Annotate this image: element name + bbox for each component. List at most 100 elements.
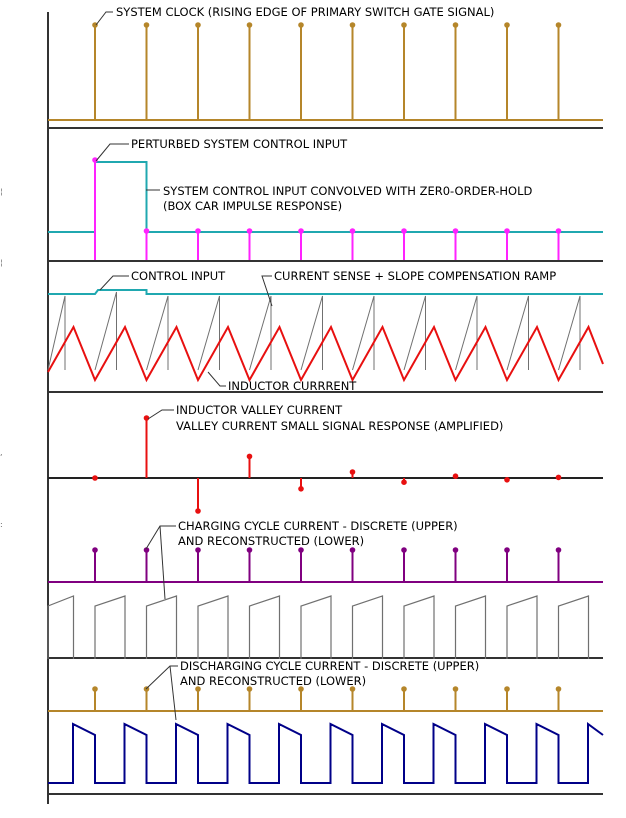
clock-dot-8 (504, 22, 510, 28)
left-tick-2: ¦ (0, 258, 3, 267)
discharging-dot-3 (246, 686, 253, 692)
control-input-trace-line (48, 289, 603, 295)
discharging-recon-pulse (48, 722, 604, 784)
leader-discharging (145, 665, 178, 690)
leader-charging-2 (159, 525, 166, 600)
impulse-dot-9 (555, 228, 562, 234)
ramp-tooth-0 (47, 295, 66, 371)
ramp-tooth-8 (455, 295, 478, 371)
charging-recon-2 (145, 595, 178, 659)
ramp-tooth-9 (506, 295, 529, 371)
charging-dot-9 (555, 547, 562, 553)
valley-dot-1 (143, 415, 150, 421)
charging-dot-7 (452, 547, 459, 553)
clock-dot-6 (401, 22, 407, 28)
discharging-dot-7 (452, 686, 459, 692)
impulse-trace (92, 157, 562, 260)
valley-dot-6 (401, 479, 407, 486)
leader-valley (147, 409, 174, 420)
charging-recon-1 (94, 595, 126, 659)
ramp-tooth-7 (403, 295, 426, 371)
charging-dot-5 (349, 547, 356, 553)
charging-recon-3 (197, 595, 229, 659)
ramp-tooth-3 (197, 295, 220, 371)
valley-response-trace (48, 415, 603, 514)
discharging-dot-2 (195, 686, 201, 692)
impulse-dot-3 (246, 228, 253, 234)
charging-current-trace (47, 547, 603, 659)
charging-dot-3 (246, 547, 253, 553)
ramp-tooth-10 (558, 295, 581, 371)
current-sense-ramp-trace (47, 291, 581, 371)
charging-recon-4 (248, 595, 281, 659)
valley-dot-7 (452, 473, 459, 480)
valley-dot-4 (298, 486, 304, 492)
ramp-tooth-1 (94, 291, 117, 371)
clock-trace (48, 22, 603, 121)
discharging-dot-6 (401, 686, 407, 692)
leader-perturbed (95, 143, 129, 162)
impulse-dot-7 (452, 228, 459, 234)
charging-recon-0 (47, 595, 75, 659)
charging-recon-7 (403, 595, 435, 659)
charging-recon-5 (300, 595, 332, 659)
clock-dot-3 (246, 22, 253, 28)
label-control-input: CONTROL INPUT (131, 269, 226, 283)
charging-dot-2 (195, 547, 201, 553)
leader-inductor (207, 371, 226, 387)
label-clock: SYSTEM CLOCK (RISING EDGE OF PRIMARY SWI… (116, 5, 494, 19)
left-tick-4: : (0, 520, 3, 529)
zoh-box-trace (48, 161, 603, 233)
ramp-tooth-2 (146, 295, 169, 371)
ramp-tooth-5 (300, 295, 323, 371)
leader-clock (95, 11, 113, 26)
inductor-triangle (47, 324, 604, 383)
valley-dot-3 (246, 453, 253, 460)
impulse-dot-1 (143, 228, 150, 234)
clock-dot-5 (349, 22, 356, 28)
inductor-current-trace (47, 324, 604, 383)
leader-control (99, 275, 129, 291)
label-valley-1: INDUCTOR VALLEY CURRENT (176, 403, 343, 417)
discharging-dot-8 (504, 686, 510, 692)
impulse-dot-6 (401, 228, 407, 234)
discharging-dot-5 (349, 686, 356, 692)
left-tick-3: , (0, 448, 3, 457)
charging-recon-8 (454, 595, 487, 659)
control-input-trace (48, 161, 603, 295)
leader-discharging-2 (169, 665, 177, 721)
charging-recon-9 (506, 595, 538, 659)
valley-dot-9 (555, 474, 562, 481)
label-current-sense: CURRENT SENSE + SLOPE COMPENSATION RAMP (274, 269, 556, 283)
label-charging-1: CHARGING CYCLE CURRENT - DISCRETE (UPPER… (178, 519, 458, 533)
charging-dot-4 (298, 547, 304, 553)
charging-recon-10 (557, 595, 590, 659)
valley-dot-8 (504, 477, 510, 483)
impulse-dot-0 (92, 157, 98, 163)
discharging-dot-0 (92, 686, 98, 692)
charging-dot-0 (92, 547, 98, 553)
label-charging-2: AND RECONSTRUCTED (LOWER) (178, 534, 364, 548)
leader-lines (95, 11, 273, 721)
valley-dot-0 (92, 475, 98, 481)
impulse-dot-4 (298, 228, 304, 234)
discharging-current-trace (48, 686, 604, 784)
discharging-dot-9 (555, 686, 562, 692)
left-tick-1: ¦ (0, 187, 3, 196)
impulse-dot-5 (349, 228, 356, 234)
clock-dot-0 (92, 22, 98, 28)
clock-dot-9 (555, 22, 562, 28)
charging-dot-8 (504, 547, 510, 553)
leader-sense (261, 275, 273, 307)
valley-dot-5 (349, 469, 356, 475)
clock-dot-7 (452, 22, 459, 28)
valley-dot-2 (195, 508, 201, 514)
charging-dot-1 (143, 547, 150, 553)
label-valley-2: VALLEY CURRENT SMALL SIGNAL RESPONSE (AM… (176, 419, 503, 433)
label-perturbed: PERTURBED SYSTEM CONTROL INPUT (131, 137, 348, 151)
impulse-dot-2 (195, 228, 201, 234)
discharging-dot-4 (298, 686, 304, 692)
label-zoh-1: SYSTEM CONTROL INPUT CONVOLVED WITH ZER0… (163, 184, 532, 198)
impulse-dot-8 (504, 228, 510, 234)
